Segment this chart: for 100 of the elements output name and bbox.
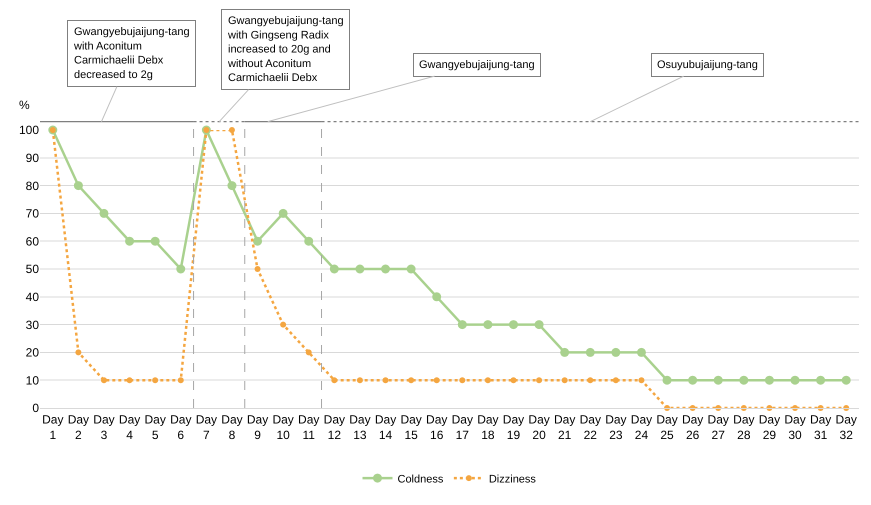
point bbox=[714, 376, 723, 385]
point bbox=[842, 376, 851, 385]
point bbox=[228, 127, 235, 133]
y-tick-label: 50 bbox=[26, 262, 40, 276]
x-tick-label: Day 17 bbox=[452, 412, 473, 442]
x-tick-label: Day 15 bbox=[400, 412, 422, 442]
x-tick-label: Day 31 bbox=[810, 412, 832, 442]
x-tick-label: Day 26 bbox=[682, 412, 704, 442]
x-tick-label: Day 2 bbox=[68, 412, 90, 442]
point bbox=[253, 236, 262, 246]
y-tick-label: 100 bbox=[18, 123, 40, 138]
point bbox=[330, 264, 339, 274]
x-tick-label: Day 19 bbox=[502, 412, 524, 442]
point bbox=[458, 320, 467, 330]
point bbox=[408, 377, 414, 384]
y-tick-label: 90 bbox=[26, 151, 40, 165]
y-tick-label: 30 bbox=[26, 318, 40, 332]
point bbox=[331, 377, 338, 384]
point bbox=[562, 377, 568, 384]
text: Osuyubujaijung-tang bbox=[657, 59, 758, 71]
point bbox=[381, 264, 390, 274]
point bbox=[227, 181, 236, 190]
x-tick-label: Day 27 bbox=[708, 412, 729, 442]
point bbox=[99, 208, 108, 218]
x-tick-label: Day 4 bbox=[118, 412, 140, 442]
point bbox=[483, 320, 492, 330]
point bbox=[434, 377, 440, 384]
x-tick-label: Day 28 bbox=[733, 412, 754, 442]
x-tick-label: Day 20 bbox=[528, 412, 550, 442]
point bbox=[611, 348, 620, 357]
x-tick-label: Day 30 bbox=[784, 412, 806, 442]
x-tick-label: Day 7 bbox=[196, 412, 218, 442]
point bbox=[560, 348, 570, 357]
point bbox=[126, 377, 133, 384]
point bbox=[790, 376, 800, 385]
x-tick-label: Day 9 bbox=[246, 412, 268, 442]
y-tick-label: 10 bbox=[26, 373, 40, 388]
point bbox=[636, 348, 646, 357]
x-tick-label: Day 11 bbox=[298, 412, 320, 442]
point bbox=[125, 236, 134, 246]
x-tick-label: Day 3 bbox=[93, 412, 115, 442]
point bbox=[739, 376, 748, 385]
point bbox=[510, 377, 516, 384]
x-tick-label: Day 1 bbox=[42, 412, 64, 442]
point bbox=[382, 377, 389, 384]
point bbox=[100, 377, 107, 384]
point bbox=[536, 377, 542, 384]
point bbox=[662, 376, 672, 385]
point bbox=[688, 376, 698, 385]
x-tick-label: Day 29 bbox=[758, 412, 780, 442]
x-tick-label: Day 8 bbox=[221, 412, 243, 442]
y-tick-label: 70 bbox=[26, 206, 40, 221]
point bbox=[587, 377, 594, 384]
y-tick-label: 60 bbox=[26, 234, 40, 248]
point bbox=[406, 264, 416, 274]
x-tick-label: Day 23 bbox=[605, 412, 627, 442]
point bbox=[280, 322, 286, 328]
legend-label: Coldness bbox=[398, 473, 444, 486]
point bbox=[484, 377, 491, 384]
point bbox=[355, 264, 364, 274]
y-tick-label: 40 bbox=[26, 290, 40, 304]
point bbox=[278, 208, 288, 218]
point bbox=[534, 320, 544, 330]
point bbox=[178, 377, 184, 384]
point bbox=[612, 377, 619, 384]
point bbox=[459, 377, 466, 384]
point bbox=[254, 266, 261, 272]
point bbox=[306, 349, 312, 356]
x-tick-label: Day 32 bbox=[836, 412, 857, 442]
point bbox=[304, 236, 314, 246]
x-tick-label: Day 22 bbox=[580, 412, 601, 442]
point bbox=[764, 376, 774, 385]
point bbox=[508, 320, 518, 330]
x-tick-label: Day 13 bbox=[349, 412, 371, 442]
x-tick-label: Day 6 bbox=[170, 412, 192, 442]
y-tick-label: 20 bbox=[26, 346, 40, 360]
x-tick-label: Day 25 bbox=[656, 412, 678, 442]
x-tick-label: Day 14 bbox=[374, 412, 396, 442]
text: Gwangyebujaijung-tang with Gingseng Radix increased to 20g and without Aconitum Carmichaelii Debx bbox=[227, 15, 344, 84]
x-tick-label: Day 10 bbox=[272, 412, 294, 442]
x-tick-label: Day 21 bbox=[554, 412, 576, 442]
point bbox=[74, 181, 83, 190]
x-tick-label: Day 12 bbox=[324, 412, 345, 442]
point bbox=[816, 376, 826, 385]
text: Gwangyebujaijung-tang bbox=[419, 59, 535, 71]
y-tick-label: 0 bbox=[32, 401, 40, 416]
point bbox=[356, 377, 363, 384]
point bbox=[152, 377, 158, 384]
point bbox=[586, 348, 595, 357]
point bbox=[75, 349, 82, 356]
point bbox=[150, 236, 160, 246]
text: Gwangyebujaijung-tang with Aconitum Carmichaelii Debx decreased to 2g bbox=[73, 26, 190, 81]
legend-label: Dizziness bbox=[488, 473, 536, 486]
y-axis-title: % bbox=[19, 98, 30, 112]
y-tick-label: 80 bbox=[26, 178, 40, 193]
x-tick-label: Day 5 bbox=[144, 412, 166, 442]
x-tick-label: Day 16 bbox=[426, 412, 448, 442]
point bbox=[638, 377, 644, 384]
x-tick-label: Day 18 bbox=[477, 412, 499, 442]
point bbox=[176, 264, 186, 274]
